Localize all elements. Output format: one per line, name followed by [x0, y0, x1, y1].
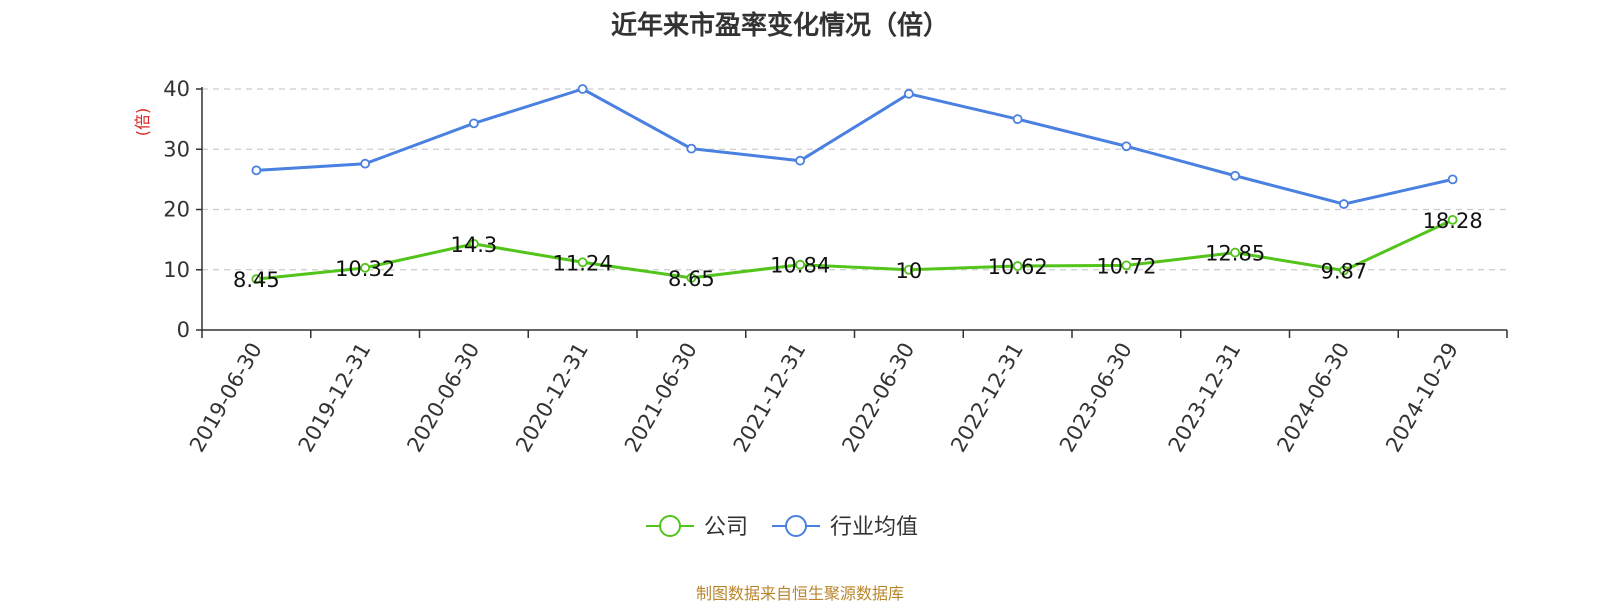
legend-label: 公司 [704, 515, 748, 540]
data-point [903, 264, 914, 275]
data-point [577, 257, 588, 268]
data-point [468, 238, 479, 249]
data-point [686, 272, 697, 283]
data-labels: 8.45 10.32 14.3 11.24 8.65 10.84 10 10.62 10.72 1… [233, 209, 1483, 292]
data-point [468, 118, 479, 129]
y-tick-label: 0 [177, 318, 190, 342]
series-line-1 [256, 87, 1453, 206]
legend-item-1[interactable]: 行业均值 [772, 515, 918, 540]
data-point [1012, 261, 1023, 271]
data-label: 9.87 [1320, 260, 1367, 284]
data-point [1230, 170, 1241, 181]
y-tick-label: 20 [163, 198, 190, 222]
series-line-0 [256, 218, 1454, 281]
x-tick-label: 2024-06-30 [1272, 339, 1354, 457]
data-label: 10.62 [988, 255, 1048, 279]
data-point [903, 88, 914, 99]
data-point [1230, 247, 1241, 258]
data-point [1338, 199, 1349, 209]
y-axis-label: (倍) [133, 108, 152, 137]
x-tick-label: 2024-10-29 [1381, 339, 1463, 457]
data-point [1121, 141, 1132, 152]
data-point [1447, 214, 1458, 225]
x-tick-label: 2020-06-30 [402, 339, 484, 457]
data-point [1121, 260, 1132, 271]
x-tick-label: 2019-06-30 [185, 339, 267, 457]
data-point [795, 155, 806, 166]
data-point [795, 259, 806, 270]
y-tick-label: 10 [163, 258, 190, 282]
data-label: 10.84 [770, 254, 830, 278]
data-label: 18.28 [1423, 209, 1483, 233]
data-label: 11.24 [553, 251, 613, 275]
data-point [360, 158, 371, 169]
data-label: 10.72 [1096, 254, 1156, 278]
legend-marker [659, 515, 681, 537]
x-tick-label: 2021-06-30 [620, 339, 702, 457]
x-tick-label: 2023-06-30 [1055, 339, 1137, 457]
x-tick-label: 2019-12-31 [294, 339, 376, 457]
x-tick-label: 2020-12-31 [511, 339, 593, 457]
legend-label: 行业均值 [830, 515, 918, 540]
data-point [1012, 114, 1023, 125]
data-point [1338, 265, 1349, 276]
data-label: 14.3 [450, 233, 497, 257]
source-note: 制图数据来自恒生聚源数据库 [695, 584, 904, 603]
series-lines [251, 84, 1458, 284]
grid-lines [202, 88, 1507, 271]
chart-title: 近年来市盈率变化情况（倍） [611, 10, 949, 41]
data-label: 10.32 [335, 257, 395, 281]
y-tick-label: 40 [163, 77, 190, 101]
data-point [360, 262, 371, 273]
x-tick-label: 2022-06-30 [837, 339, 919, 457]
legend[interactable]: 公司 行业均值 [646, 515, 918, 540]
data-label: 10 [896, 259, 923, 283]
data-label: 12.85 [1205, 242, 1265, 266]
data-point [686, 143, 697, 154]
x-tick-label: 2023-12-31 [1164, 339, 1246, 457]
x-tick-label: 2021-12-31 [729, 339, 811, 457]
data-point [577, 84, 588, 94]
data-label: 8.65 [668, 267, 715, 291]
legend-marker [785, 515, 807, 537]
data-point [1447, 174, 1458, 185]
legend-item-0[interactable]: 公司 [646, 515, 748, 540]
x-tick-label: 2022-12-31 [946, 339, 1028, 457]
data-point [251, 165, 262, 176]
y-tick-label: 30 [163, 137, 190, 161]
data-point [251, 274, 262, 284]
data-label: 8.45 [233, 268, 280, 292]
